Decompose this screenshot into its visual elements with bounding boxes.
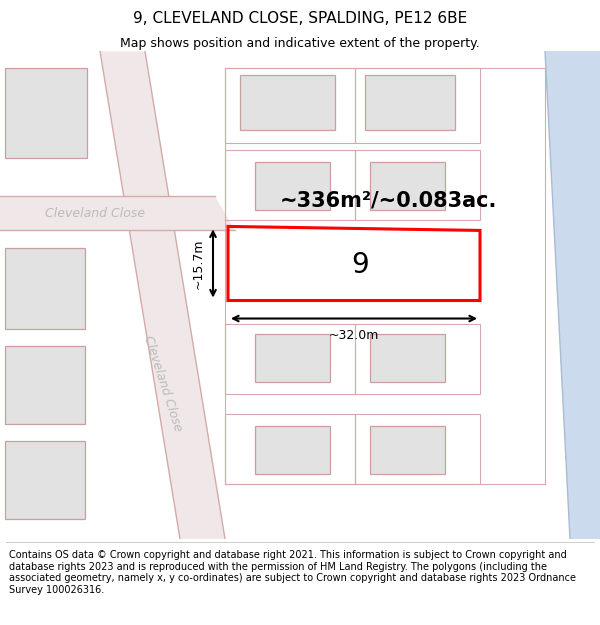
Polygon shape <box>0 196 235 231</box>
Text: Map shows position and indicative extent of the property.: Map shows position and indicative extent… <box>120 37 480 50</box>
Text: ~32.0m: ~32.0m <box>329 329 379 341</box>
Bar <box>370 334 445 382</box>
Bar <box>5 346 85 424</box>
Text: 9: 9 <box>351 251 369 279</box>
Bar <box>355 151 480 221</box>
Bar <box>5 249 85 329</box>
Text: ~336m²/~0.083ac.: ~336m²/~0.083ac. <box>280 191 497 211</box>
Bar <box>240 75 335 131</box>
Bar <box>225 68 355 143</box>
Text: ~15.7m: ~15.7m <box>192 238 205 289</box>
Bar <box>5 441 85 519</box>
Bar <box>255 334 330 382</box>
Bar <box>355 414 480 484</box>
Bar <box>225 324 355 394</box>
Bar <box>355 324 480 394</box>
Bar <box>225 151 355 221</box>
Text: Contains OS data © Crown copyright and database right 2021. This information is : Contains OS data © Crown copyright and d… <box>9 550 576 595</box>
Bar <box>255 162 330 211</box>
Polygon shape <box>100 51 225 539</box>
Bar <box>5 68 87 158</box>
Bar <box>370 162 445 211</box>
Bar <box>225 414 355 484</box>
Bar <box>370 426 445 474</box>
Bar <box>355 68 480 143</box>
Text: Cleveland Close: Cleveland Close <box>142 334 185 433</box>
Bar <box>255 426 330 474</box>
Polygon shape <box>545 51 600 539</box>
Text: Cleveland Close: Cleveland Close <box>45 207 145 220</box>
Bar <box>365 75 455 131</box>
Text: 9, CLEVELAND CLOSE, SPALDING, PE12 6BE: 9, CLEVELAND CLOSE, SPALDING, PE12 6BE <box>133 11 467 26</box>
